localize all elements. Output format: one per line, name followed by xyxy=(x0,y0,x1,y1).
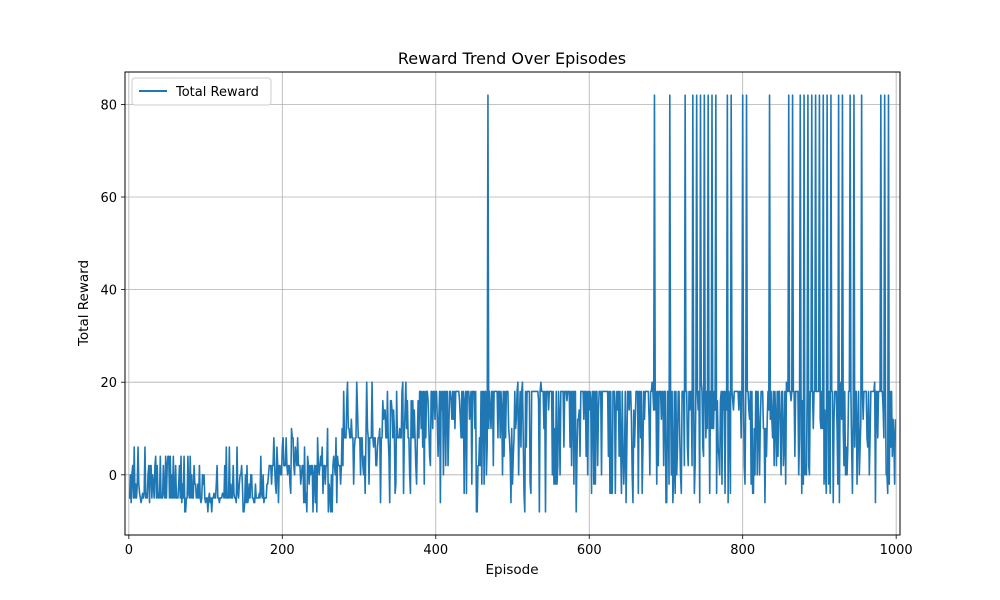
x-tick-label: 600 xyxy=(577,543,602,558)
x-tick-label: 400 xyxy=(423,543,448,558)
grid xyxy=(125,72,900,535)
x-tick-label: 200 xyxy=(270,543,295,558)
y-tick-label: 80 xyxy=(100,98,117,113)
x-axis-ticks: 0 200 400 600 800 1000 xyxy=(125,535,913,558)
y-tick-label: 0 xyxy=(109,469,117,484)
x-tick-label: 1000 xyxy=(880,543,913,558)
y-axis-ticks: 0 20 40 60 80 xyxy=(100,98,125,484)
y-axis-label: Total Reward xyxy=(76,260,92,347)
plot-frame xyxy=(124,71,901,536)
legend: Total Reward xyxy=(131,77,272,106)
x-tick-label: 0 xyxy=(125,543,133,558)
legend-box xyxy=(131,77,272,106)
y-tick-label: 60 xyxy=(100,191,117,206)
x-tick-label: 800 xyxy=(730,543,755,558)
y-tick-label: 20 xyxy=(100,376,117,391)
series-layer xyxy=(128,94,897,513)
series-line-total-reward xyxy=(128,94,897,513)
x-axis-label: Episode xyxy=(485,562,538,578)
chart-title: Reward Trend Over Episodes xyxy=(398,49,626,68)
y-tick-label: 40 xyxy=(100,284,117,299)
legend-label: Total Reward xyxy=(175,85,259,100)
